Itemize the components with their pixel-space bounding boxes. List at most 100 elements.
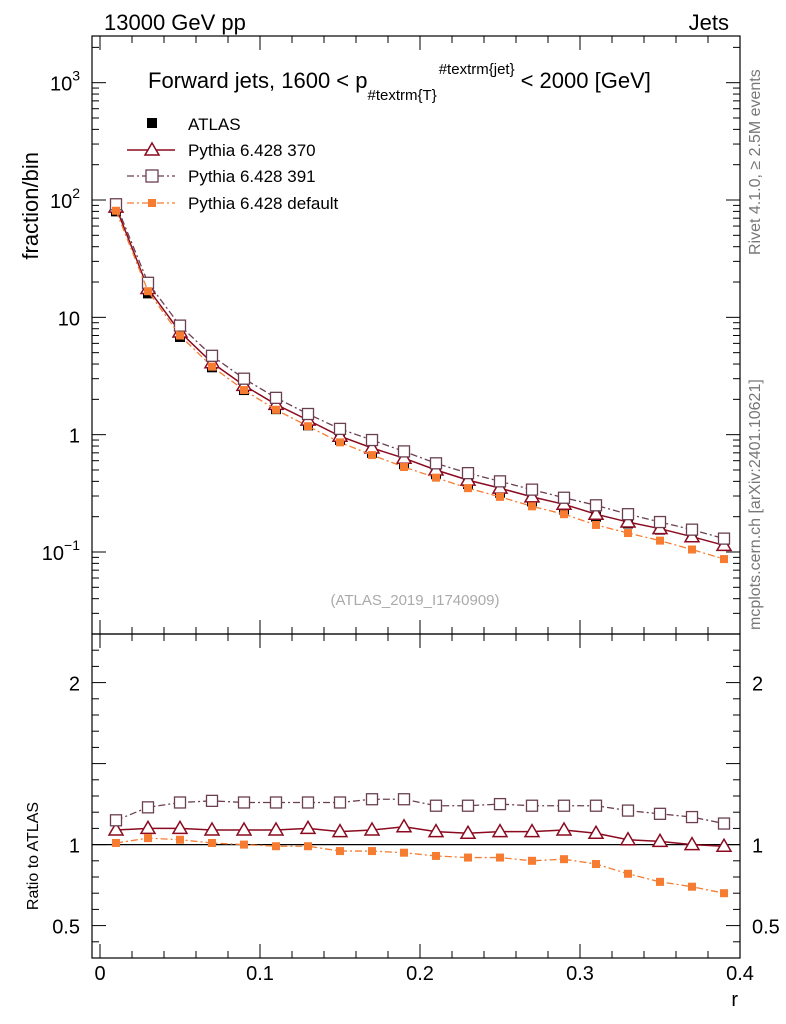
ratio-point-p370 xyxy=(555,821,573,836)
main-point-p391 xyxy=(397,445,411,458)
ratio-point-pdefault xyxy=(592,860,600,869)
main-point-pdefault xyxy=(304,422,312,431)
ratio-point-p370 xyxy=(619,831,637,846)
main-y-tick-label: 10−1 xyxy=(42,537,80,565)
ratio-point-p391 xyxy=(301,796,315,809)
y-tick-exponent: −1 xyxy=(64,537,80,553)
main-y-tick-label: 102 xyxy=(50,185,80,213)
ratio-point-p370 xyxy=(587,824,605,840)
x-tick-labels: 0 0.1 0.2 0.3 0.4 xyxy=(94,963,753,985)
header-left: 13000 GeV pp xyxy=(104,10,246,35)
main-point-pdefault xyxy=(688,545,696,554)
title-subscript: #textrm{T} xyxy=(368,87,437,104)
title-text-pre: Forward jets, 1600 < p xyxy=(148,68,368,93)
main-point-pdefault xyxy=(400,463,408,472)
main-y-axis-label: fraction/bin xyxy=(18,152,43,260)
analysis-id: (ATLAS_2019_I1740909) xyxy=(330,592,499,609)
ratio-point-pdefault xyxy=(432,851,440,860)
main-point-p391 xyxy=(237,372,251,385)
legend-item-p370: Pythia 6.428 370 xyxy=(127,141,316,160)
main-point-p391 xyxy=(205,349,219,362)
ratio-point-pdefault xyxy=(336,847,344,856)
main-point-p391 xyxy=(589,499,603,512)
ratio-point-p370 xyxy=(139,819,157,835)
main-point-pdefault xyxy=(496,492,504,501)
ratio-point-p391 xyxy=(365,793,379,806)
ratio-point-p391 xyxy=(589,799,603,812)
title-text-post: < 2000 [GeV] xyxy=(521,68,651,93)
ratio-y-axis-label: Ratio to ATLAS xyxy=(25,802,42,910)
ratio-line-p370 xyxy=(115,826,725,847)
y-tick-exponent: 2 xyxy=(72,185,80,201)
legend-marker-atlas xyxy=(147,118,157,128)
main-point-p391 xyxy=(301,407,315,421)
legend-label-pdefault: Pythia 6.428 default xyxy=(188,194,339,213)
ratio-point-p391 xyxy=(653,807,667,820)
main-point-p370 xyxy=(523,488,541,503)
main-y-tick-label: 103 xyxy=(50,68,80,96)
y-tick-base: 10 xyxy=(42,543,64,565)
ratio-line-pdefault xyxy=(115,837,725,894)
ratio-point-p370 xyxy=(171,819,189,835)
ratio-point-pdefault xyxy=(464,853,472,862)
ratio-point-p391 xyxy=(173,796,187,809)
main-point-p391 xyxy=(525,483,539,496)
main-point-p391 xyxy=(717,532,731,545)
main-point-pdefault xyxy=(560,510,568,519)
x-tick-label: 0.4 xyxy=(726,963,754,985)
main-point-pdefault xyxy=(112,206,120,215)
ratio-point-p370 xyxy=(267,821,285,836)
main-point-pdefault xyxy=(624,529,632,538)
legend: ATLAS Pythia 6.428 370 Pythia 6.428 391 … xyxy=(127,115,339,213)
main-point-pdefault xyxy=(240,386,248,395)
ratio-point-p370 xyxy=(363,821,381,836)
main-point-p391 xyxy=(269,391,283,404)
x-axis-label: r xyxy=(731,989,738,1011)
ratio-point-pdefault xyxy=(624,869,632,878)
ratio-point-pdefault xyxy=(688,882,696,891)
mcplots-label: mcplots.cern.ch [arXiv:2401.10621] xyxy=(747,379,764,630)
y-tick-base: 10 xyxy=(50,191,72,213)
ratio-point-p391 xyxy=(621,804,635,817)
ratio-plot-frame xyxy=(91,633,741,959)
main-point-p370 xyxy=(587,505,605,520)
legend-marker-pdefault xyxy=(148,199,156,207)
legend-item-p391: Pythia 6.428 391 xyxy=(127,167,316,186)
ratio-point-pdefault xyxy=(368,847,376,856)
ratio-y-tick-labels: 2 2 1 1 0.5 0.5 xyxy=(52,674,780,939)
ratio-point-p370 xyxy=(235,821,253,836)
main-point-p391 xyxy=(333,422,347,436)
main-series-group xyxy=(107,198,733,564)
legend-label-p391: Pythia 6.428 391 xyxy=(188,167,316,186)
header-right: Jets xyxy=(689,10,729,35)
main-point-pdefault xyxy=(720,555,728,564)
ratio-y-tick-label-left: 1 xyxy=(69,836,80,858)
main-point-pdefault xyxy=(432,473,440,482)
main-point-p391 xyxy=(557,491,571,504)
ratio-point-pdefault xyxy=(176,835,184,844)
ratio-point-p370 xyxy=(427,823,445,838)
ratio-point-pdefault xyxy=(304,842,312,851)
main-point-pdefault xyxy=(464,484,472,493)
ratio-point-pdefault xyxy=(496,853,504,862)
ratio-y-tick-label-right: 0.5 xyxy=(752,917,780,939)
ratio-point-p370 xyxy=(651,832,669,848)
x-tick-label: 0.1 xyxy=(246,963,274,985)
ratio-point-p370 xyxy=(299,819,317,835)
y-tick-base: 10 xyxy=(58,308,80,330)
ratio-point-p391 xyxy=(557,799,571,812)
main-line-pdefault xyxy=(115,210,725,560)
main-line-p370 xyxy=(115,206,725,547)
x-tick-label: 0.2 xyxy=(406,963,434,985)
ratio-point-p370 xyxy=(203,821,221,836)
x-tick-label: 0.3 xyxy=(566,963,594,985)
main-point-p391 xyxy=(493,475,507,488)
ratio-y-tick-label-left: 0.5 xyxy=(52,917,80,939)
ratio-point-pdefault xyxy=(720,889,728,898)
main-point-p391 xyxy=(685,523,699,536)
main-y-tick-label: 1 xyxy=(69,426,80,448)
main-point-pdefault xyxy=(208,362,216,371)
ratio-axis-ticks xyxy=(92,633,741,958)
legend-label-p370: Pythia 6.428 370 xyxy=(188,141,316,160)
